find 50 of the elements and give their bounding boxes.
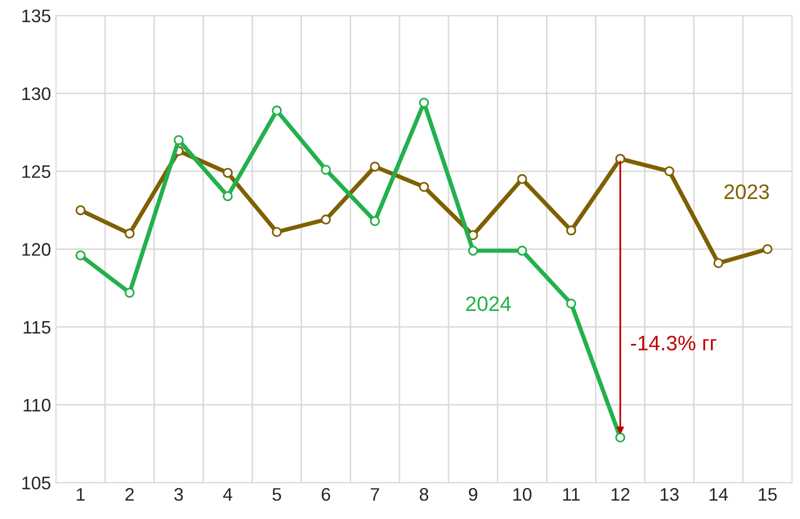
point: [320, 164, 331, 175]
x-tick-label: 11: [563, 488, 580, 501]
point: [468, 246, 478, 256]
point: [517, 246, 528, 256]
point: [76, 250, 86, 260]
point: [615, 154, 626, 164]
series-label: 2024: [466, 296, 511, 312]
point: [272, 106, 282, 116]
y-tick-label: 125: [22, 165, 50, 178]
x-tick-label: 7: [370, 488, 380, 501]
point: [370, 216, 380, 226]
x-tick-label: 1: [76, 488, 85, 501]
point: [272, 226, 282, 237]
y-tick-label: 130: [22, 87, 50, 100]
point: [517, 174, 528, 184]
x-tick-label: 3: [174, 488, 183, 501]
x-tick-label: 12: [612, 488, 630, 501]
point: [615, 432, 626, 443]
x-tick-label: 13: [660, 488, 679, 501]
x-tick-label: 9: [468, 488, 478, 501]
point: [174, 135, 184, 146]
annotation: -14.3% гг: [631, 336, 716, 350]
point: [419, 98, 429, 108]
x-tick-label: 2: [125, 488, 134, 501]
point: [664, 166, 674, 176]
y-tick-label: 110: [24, 398, 50, 412]
x-tick-label: 10: [513, 488, 532, 501]
y-tick-label: 105: [22, 476, 50, 490]
point: [713, 258, 724, 268]
y-tick-label: 120: [22, 243, 50, 256]
point: [222, 168, 233, 178]
x-tick-label: 5: [272, 488, 282, 501]
x-tick-label: 6: [322, 488, 330, 501]
point: [124, 228, 135, 239]
x-tick-label: 8: [420, 488, 428, 501]
point: [370, 162, 380, 172]
y-tick-label: 115: [24, 321, 50, 334]
point: [76, 205, 86, 216]
point: [222, 191, 233, 202]
point: [419, 182, 429, 192]
x-tick-label: 15: [758, 488, 777, 501]
point: [124, 288, 135, 298]
x-tick-label: 14: [710, 488, 728, 501]
y-tick-label: 135: [22, 10, 50, 22]
point: [762, 244, 772, 254]
point: [320, 214, 331, 225]
point: [566, 298, 576, 309]
point: [566, 225, 576, 236]
x-tick-label: 4: [223, 488, 232, 501]
series-label: 2023: [724, 184, 769, 200]
